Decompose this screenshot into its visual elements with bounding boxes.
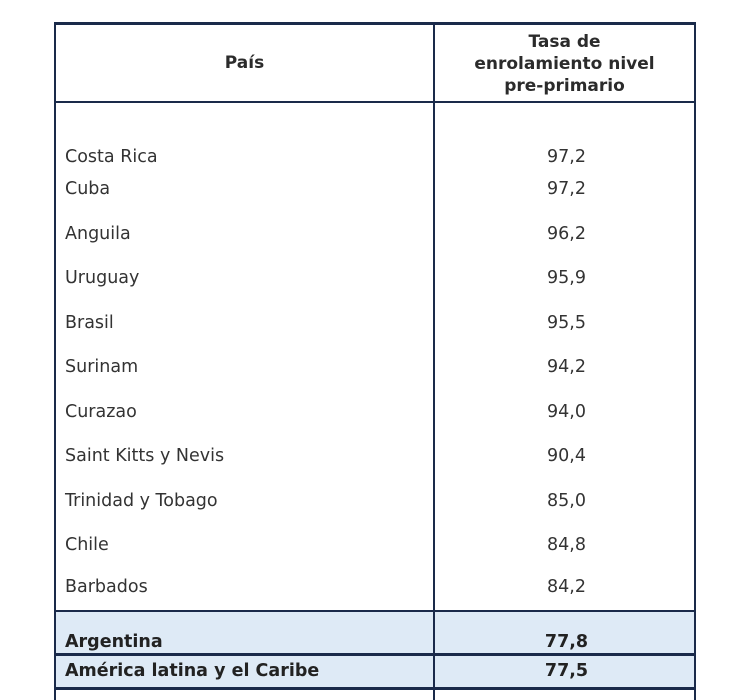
table-row: Cuba 97,2 [54, 167, 696, 212]
country-cell: Saint Kitts y Nevis [54, 434, 435, 479]
empty-cell [433, 688, 696, 700]
rate-cell: 84,2 [433, 567, 696, 611]
table-row: Anguila 96,2 [54, 211, 696, 256]
table-row: Saint Kitts y Nevis 90,4 [54, 434, 696, 479]
country-cell: Chile [54, 523, 435, 568]
rate-cell: 77,8 [433, 609, 696, 656]
country-cell: América latina y el Caribe [54, 654, 435, 690]
rate-cell: 95,9 [433, 256, 696, 301]
highlighted-row-latin-america: América latina y el Caribe 77,5 [54, 654, 696, 690]
rate-cell: 94,2 [433, 345, 696, 390]
rate-cell: 90,4 [433, 434, 696, 479]
header-enrollment-rate: Tasa de enrolamiento nivel pre-primario [433, 22, 696, 103]
preprimary-enrollment-table: País Tasa de enrolamiento nivel pre-prim… [54, 22, 696, 700]
country-cell: Anguila [54, 211, 435, 256]
table-header-row: País Tasa de enrolamiento nivel pre-prim… [54, 22, 696, 103]
rate-cell: 97,2 [433, 167, 696, 212]
rate-cell: 97,2 [433, 102, 696, 167]
enrollment-table-container: País Tasa de enrolamiento nivel pre-prim… [54, 22, 696, 700]
country-cell: Surinam [54, 345, 435, 390]
empty-cell [54, 688, 435, 700]
table-row: Barbados 84,2 [54, 567, 696, 611]
table-row: Uruguay 95,9 [54, 256, 696, 301]
country-cell: Argentina [54, 609, 435, 656]
rate-cell: 94,0 [433, 389, 696, 434]
country-cell: Curazao [54, 389, 435, 434]
table-row: Costa Rica 97,2 [54, 102, 696, 167]
country-cell: Costa Rica [54, 102, 435, 167]
country-cell: Uruguay [54, 256, 435, 301]
country-cell: Cuba [54, 167, 435, 212]
highlighted-row-argentina: Argentina 77,8 [54, 609, 696, 656]
country-cell: Barbados [54, 567, 435, 611]
header-rate-line-2: enrolamiento nivel [474, 54, 655, 74]
header-country: País [54, 22, 435, 103]
rate-cell: 95,5 [433, 300, 696, 345]
rate-cell: 96,2 [433, 211, 696, 256]
table-row: Brasil 95,5 [54, 300, 696, 345]
rate-cell: 85,0 [433, 478, 696, 523]
header-rate-line-3: pre-primario [504, 76, 625, 96]
table-row: Surinam 94,2 [54, 345, 696, 390]
country-cell: Trinidad y Tobago [54, 478, 435, 523]
table-row: Chile 84,8 [54, 523, 696, 568]
table-row-cutoff [54, 688, 696, 700]
country-cell: Brasil [54, 300, 435, 345]
rate-cell: 84,8 [433, 523, 696, 568]
table-row: Trinidad y Tobago 85,0 [54, 478, 696, 523]
table-row: Curazao 94,0 [54, 389, 696, 434]
header-rate-line-1: Tasa de [528, 32, 601, 52]
rate-cell: 77,5 [433, 654, 696, 690]
